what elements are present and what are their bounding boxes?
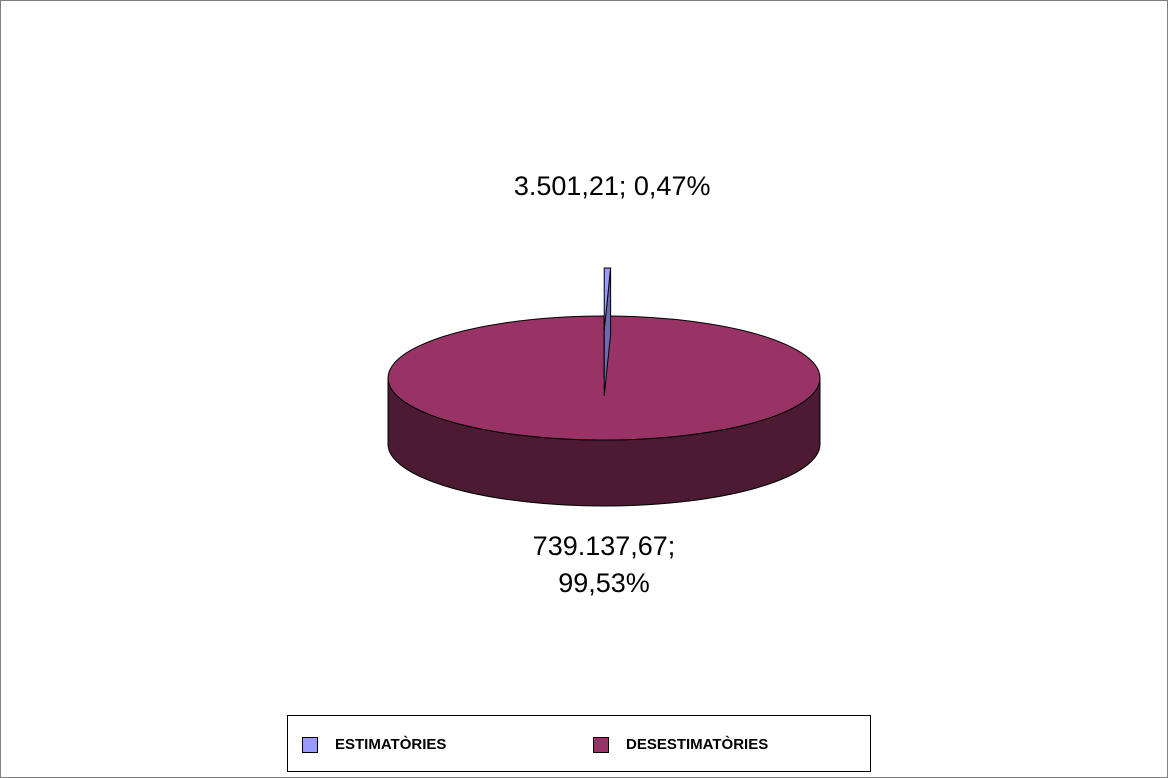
legend-label: ESTIMATÒRIES: [335, 736, 447, 753]
legend-label: DESESTIMATÒRIES: [626, 736, 769, 753]
value-label: 3.501,21; 0,47%: [513, 171, 711, 201]
legend: ESTIMATÒRIES DESESTIMATÒRIES: [287, 715, 871, 772]
legend-item: ESTIMATÒRIES: [302, 736, 446, 753]
pie-slice: [603, 267, 612, 331]
value-label: 739.137,67; 99,53%: [532, 531, 676, 598]
legend-swatch: [593, 736, 609, 753]
legend-item: DESESTIMATÒRIES: [593, 736, 768, 753]
legend-swatch: [302, 736, 318, 753]
